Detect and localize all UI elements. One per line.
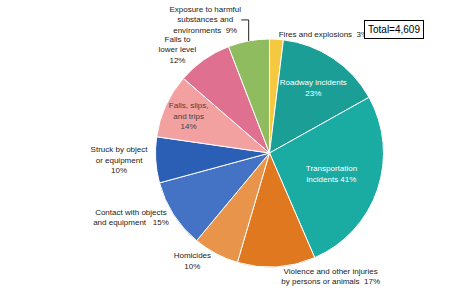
svg-text:Transportationincidents 41%: Transportationincidents 41% bbox=[306, 164, 357, 183]
svg-text:Struck by objector equipment10: Struck by objector equipment10% bbox=[91, 145, 149, 175]
svg-text:Fires and explosions 3%: Fires and explosions 3% bbox=[279, 30, 368, 39]
svg-text:Falls, slips,and trips14%: Falls, slips,and trips14% bbox=[169, 101, 209, 131]
svg-text:Falls tolower level12%: Falls tolower level12% bbox=[159, 35, 197, 65]
svg-text:Contact with objectsand equipm: Contact with objectsand equipment 15% bbox=[93, 208, 169, 227]
svg-text:Exposure to harmfulsubstances: Exposure to harmfulsubstances andenviron… bbox=[169, 5, 241, 35]
svg-text:Total=4,609: Total=4,609 bbox=[368, 24, 420, 35]
svg-text:Homicides10%: Homicides10% bbox=[174, 251, 211, 270]
svg-text:Violence and other injuriesby: Violence and other injuriesby persons or… bbox=[281, 267, 380, 286]
svg-text:Roadway incidents23%: Roadway incidents23% bbox=[280, 78, 347, 97]
